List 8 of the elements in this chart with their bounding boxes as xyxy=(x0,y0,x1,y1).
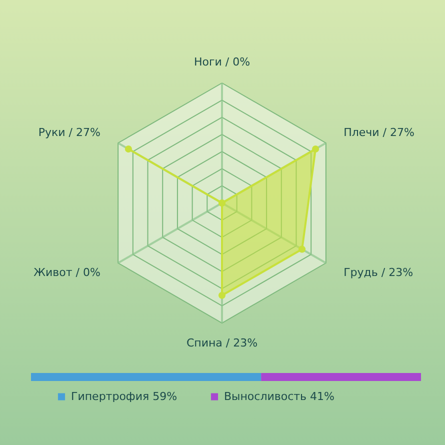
legend-label: Гипертрофия 59% xyxy=(71,390,178,403)
spoke-label: Живот / 0% xyxy=(34,266,100,280)
spoke-label: Руки / 27% xyxy=(38,126,100,139)
spoke-label: Грудь / 23% xyxy=(344,266,414,280)
spoke-label: Плечи / 27% xyxy=(344,126,414,139)
spoke-label: Спина / 23% xyxy=(186,336,258,350)
spoke-label: Ноги / 0% xyxy=(194,56,250,69)
legend-label: Выносливость 41% xyxy=(224,390,334,403)
